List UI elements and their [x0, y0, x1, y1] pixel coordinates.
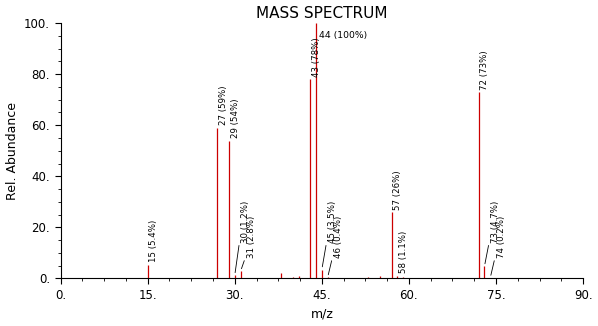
Title: MASS SPECTRUM: MASS SPECTRUM — [256, 6, 388, 21]
Text: 58 (1.1%): 58 (1.1%) — [399, 231, 408, 273]
Text: 73 (4.7%): 73 (4.7%) — [491, 200, 500, 243]
Text: 74 (0.2%): 74 (0.2%) — [496, 216, 506, 258]
Text: 27 (59%): 27 (59%) — [219, 86, 228, 125]
Text: 45 (3.5%): 45 (3.5%) — [328, 200, 337, 243]
Text: 43 (78%): 43 (78%) — [312, 37, 321, 77]
Text: 72 (73%): 72 (73%) — [480, 50, 489, 90]
X-axis label: m/z: m/z — [310, 307, 333, 320]
Text: 31 (2.8%): 31 (2.8%) — [247, 216, 256, 258]
Text: 44 (100%): 44 (100%) — [319, 31, 367, 40]
Text: 46 (0.4%): 46 (0.4%) — [334, 216, 343, 258]
Text: 15 (5.4%): 15 (5.4%) — [150, 220, 158, 262]
Text: 30 (1.2%): 30 (1.2%) — [241, 200, 250, 243]
Text: 29 (54%): 29 (54%) — [231, 98, 240, 138]
Y-axis label: Rel. Abundance: Rel. Abundance — [5, 102, 19, 200]
Text: 57 (26%): 57 (26%) — [393, 170, 402, 210]
